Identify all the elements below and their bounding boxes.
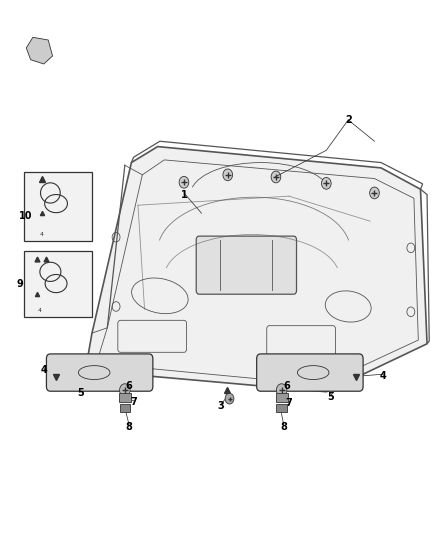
Polygon shape	[26, 37, 53, 64]
FancyBboxPatch shape	[257, 354, 363, 391]
Polygon shape	[85, 147, 427, 392]
Text: 6: 6	[283, 382, 290, 391]
Circle shape	[225, 393, 234, 404]
FancyBboxPatch shape	[196, 236, 297, 294]
Circle shape	[276, 384, 287, 397]
Text: 7: 7	[130, 398, 137, 407]
Circle shape	[179, 176, 189, 188]
Text: 9: 9	[16, 279, 23, 288]
FancyBboxPatch shape	[24, 251, 92, 317]
Text: 7: 7	[286, 399, 293, 408]
FancyBboxPatch shape	[24, 172, 92, 241]
Circle shape	[271, 171, 281, 183]
Text: 3: 3	[218, 401, 225, 411]
Text: 5: 5	[327, 392, 334, 402]
Text: 8: 8	[280, 423, 287, 432]
Text: 1: 1	[180, 190, 187, 199]
FancyBboxPatch shape	[46, 354, 153, 391]
Text: 5: 5	[78, 388, 85, 398]
FancyBboxPatch shape	[120, 404, 130, 412]
Text: 6: 6	[126, 382, 133, 391]
Circle shape	[120, 384, 130, 397]
Text: 4: 4	[37, 308, 42, 313]
Circle shape	[321, 177, 331, 189]
Text: 4: 4	[380, 371, 387, 381]
Circle shape	[370, 187, 379, 199]
FancyBboxPatch shape	[276, 404, 287, 412]
FancyBboxPatch shape	[119, 393, 131, 402]
FancyBboxPatch shape	[276, 393, 288, 402]
Circle shape	[223, 169, 233, 181]
Text: 10: 10	[19, 211, 32, 221]
Text: 2: 2	[345, 115, 352, 125]
Text: 8: 8	[126, 423, 133, 432]
Text: 4: 4	[40, 366, 47, 375]
Text: 4: 4	[39, 232, 44, 237]
